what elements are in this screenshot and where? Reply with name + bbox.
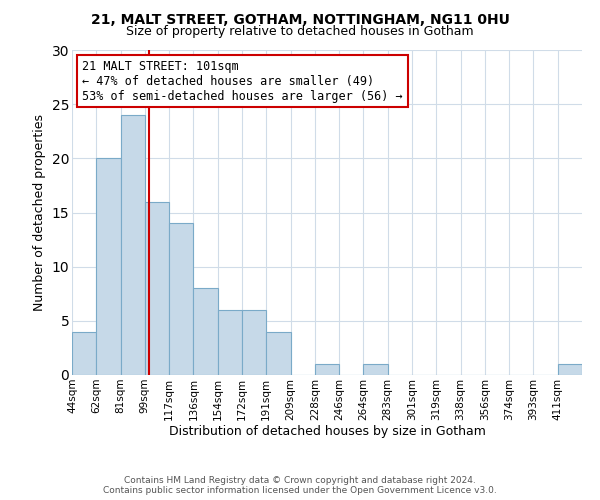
Bar [121,115,145,375]
X-axis label: Distribution of detached houses by size in Gotham: Distribution of detached houses by size … [169,426,485,438]
Bar [364,364,388,375]
Bar [558,364,582,375]
Bar [145,202,169,375]
Text: 21 MALT STREET: 101sqm
← 47% of detached houses are smaller (49)
53% of semi-det: 21 MALT STREET: 101sqm ← 47% of detached… [82,60,403,103]
Bar [193,288,218,375]
Bar [242,310,266,375]
Bar [96,158,121,375]
Bar [218,310,242,375]
Bar [169,224,193,375]
Bar [72,332,96,375]
Text: 21, MALT STREET, GOTHAM, NOTTINGHAM, NG11 0HU: 21, MALT STREET, GOTHAM, NOTTINGHAM, NG1… [91,12,509,26]
Bar [315,364,339,375]
Text: Contains public sector information licensed under the Open Government Licence v3: Contains public sector information licen… [103,486,497,495]
Y-axis label: Number of detached properties: Number of detached properties [33,114,46,311]
Text: Size of property relative to detached houses in Gotham: Size of property relative to detached ho… [126,25,474,38]
Bar [266,332,290,375]
Text: Contains HM Land Registry data © Crown copyright and database right 2024.: Contains HM Land Registry data © Crown c… [124,476,476,485]
